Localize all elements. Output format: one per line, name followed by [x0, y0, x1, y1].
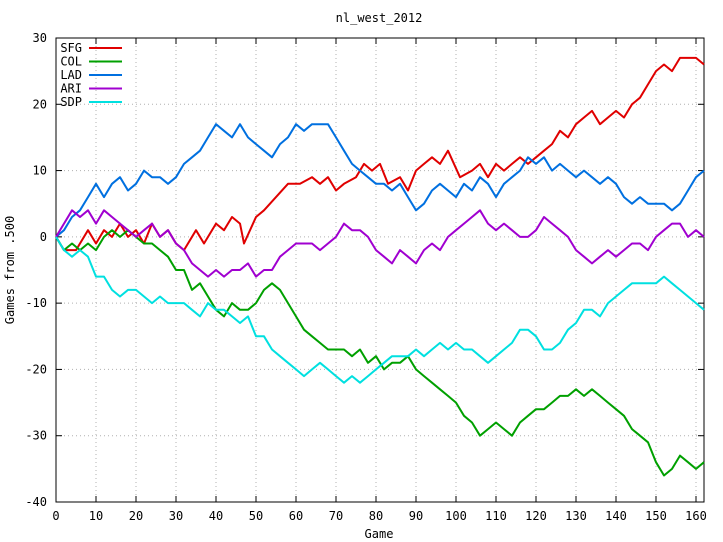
series-line-sfg	[55, 56, 705, 252]
y-tick-label: 10	[33, 164, 47, 178]
x-tick-label: 70	[329, 509, 343, 523]
x-tick-label: 100	[445, 509, 467, 523]
x-tick-label: 130	[565, 509, 587, 523]
x-tick-label: 120	[525, 509, 547, 523]
series-line-lad	[55, 123, 705, 238]
series-line-col	[55, 229, 705, 477]
x-tick-label: 30	[169, 509, 183, 523]
legend-label-ari: ARI	[60, 82, 82, 96]
chart-title: nl_west_2012	[336, 11, 423, 25]
x-tick-label: 150	[645, 509, 667, 523]
y-axis-label: Games from .500	[3, 216, 17, 324]
grid-lines	[56, 38, 704, 502]
plot-frame	[55, 37, 705, 503]
x-tick-label: 160	[685, 509, 707, 523]
y-tick-label: -30	[25, 429, 47, 443]
x-tick-label: 0	[52, 509, 59, 523]
x-tick-label: 50	[249, 509, 263, 523]
x-tick-label: 90	[409, 509, 423, 523]
x-tick-label: 110	[485, 509, 507, 523]
series-line-sdp	[55, 236, 705, 384]
x-tick-label: 20	[129, 509, 143, 523]
y-tick-label: 0	[40, 230, 47, 244]
x-tick-label: 60	[289, 509, 303, 523]
legend-label-col: COL	[60, 55, 82, 69]
series-line-ari	[55, 209, 705, 278]
x-axis-label: Game	[365, 527, 394, 541]
x-tick-label: 80	[369, 509, 383, 523]
y-tick-label: -40	[25, 495, 47, 509]
x-tick-label: 140	[605, 509, 627, 523]
x-tick-label: 40	[209, 509, 223, 523]
legend-label-sdp: SDP	[60, 95, 82, 109]
y-tick-label: 30	[33, 31, 47, 45]
y-tick-label: -20	[25, 362, 47, 376]
x-tick-label: 10	[89, 509, 103, 523]
legend-label-sfg: SFG	[60, 41, 82, 55]
axis-ticks: 0 10 20 30 40 50 60 70 80 90 100 110 120 130 140 150 160…	[25, 31, 707, 523]
y-tick-label: 20	[33, 97, 47, 111]
y-tick-label: -10	[25, 296, 47, 310]
legend-label-lad: LAD	[60, 68, 82, 82]
series-lines	[55, 56, 705, 477]
